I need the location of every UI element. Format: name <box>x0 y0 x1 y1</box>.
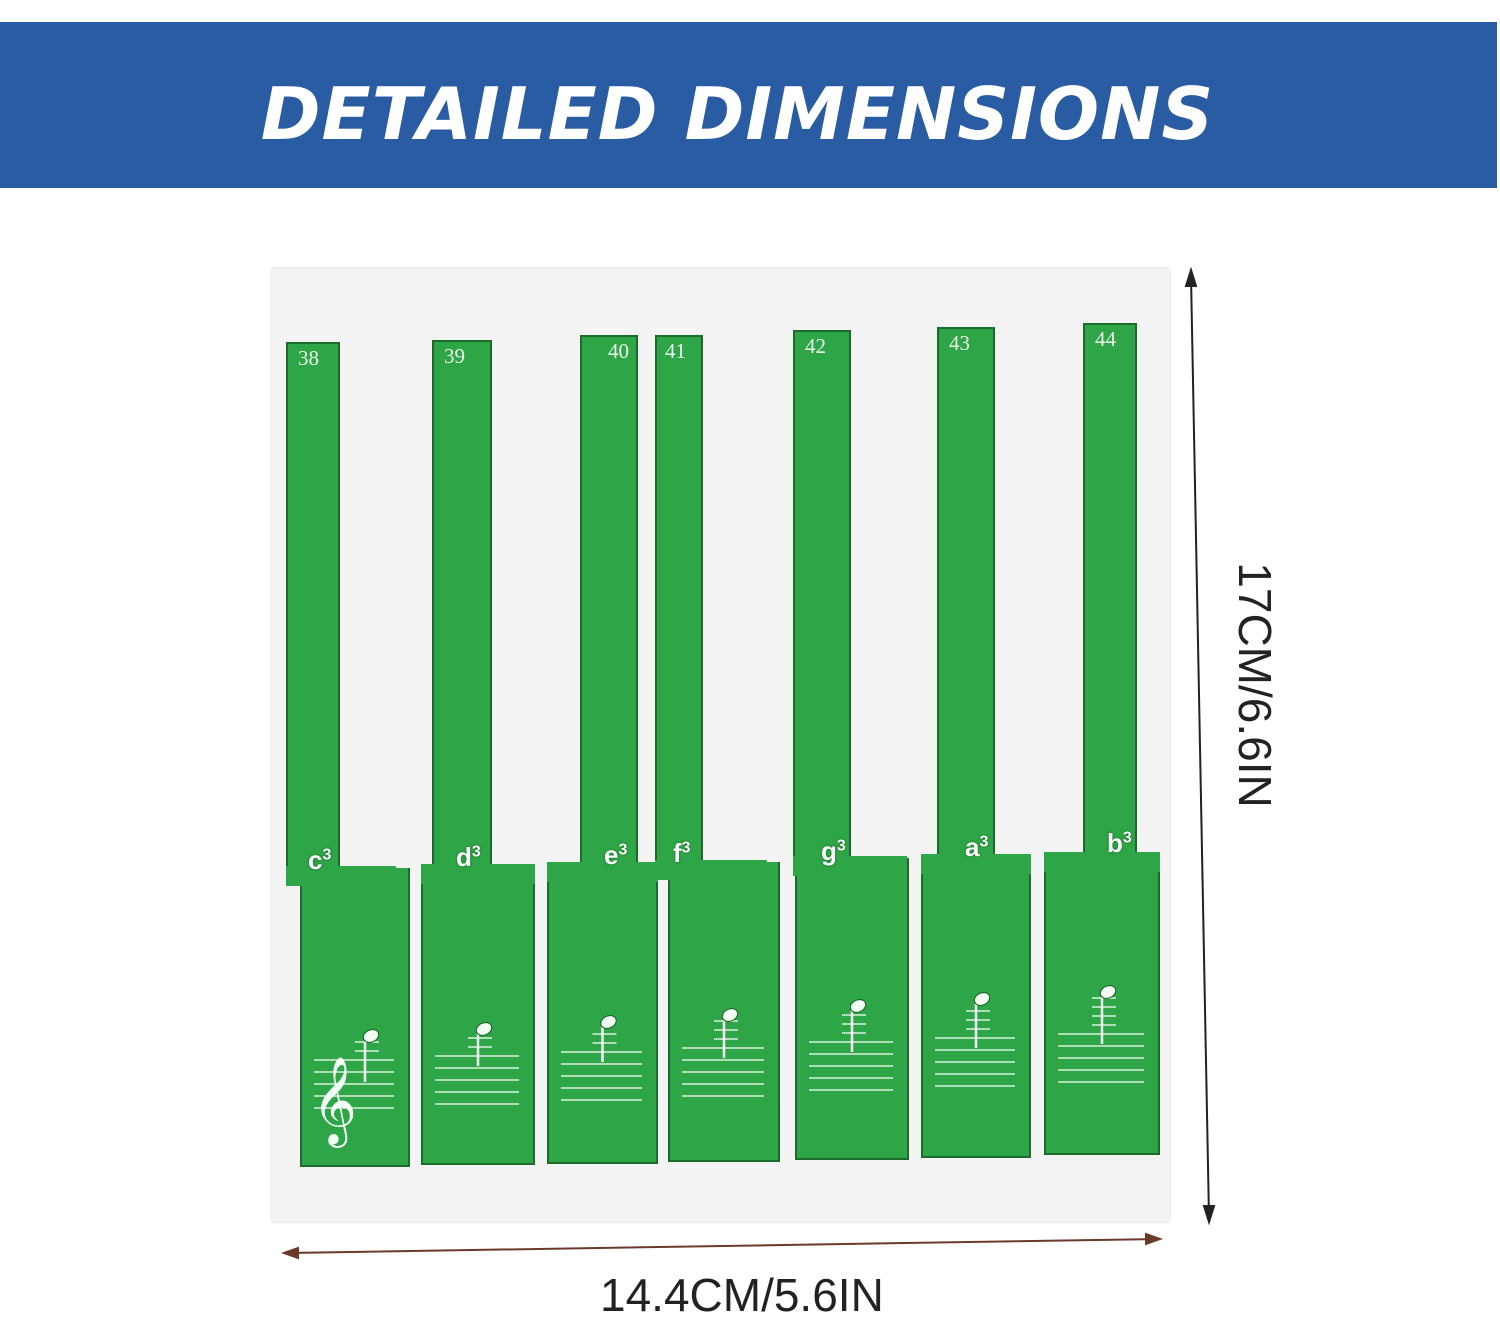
key-joint <box>421 864 535 884</box>
width-arrow <box>281 1232 1163 1260</box>
height-arrow <box>1184 266 1216 1226</box>
note-name: g3 <box>821 836 846 867</box>
key-lower-block <box>547 864 658 1164</box>
note-octave: 3 <box>618 841 628 859</box>
key-upper-strip <box>655 335 703 866</box>
note-octave: 3 <box>681 839 691 857</box>
note-name: c3 <box>308 845 331 876</box>
key-upper-strip <box>580 335 638 868</box>
note-octave: 3 <box>471 843 481 861</box>
key-number: 43 <box>949 331 970 355</box>
note-name: e3 <box>604 840 627 871</box>
key-upper-strip <box>937 327 995 860</box>
music-staff-icon <box>809 999 893 1091</box>
key-number: 40 <box>608 339 629 363</box>
height-label: 17CM/6.6IN <box>1229 562 1281 808</box>
treble-clef-icon: 𝄞 <box>312 1055 357 1148</box>
key-upper-strip <box>286 342 340 872</box>
note-letter: d <box>456 842 472 872</box>
note-letter: a <box>965 832 980 862</box>
note-name: a3 <box>965 832 988 863</box>
key-lower-block <box>300 868 410 1167</box>
music-staff-icon <box>561 1015 642 1101</box>
key-joint <box>793 856 907 876</box>
key-number: 42 <box>805 334 826 358</box>
music-staff-icon <box>435 1022 519 1105</box>
key-number: 44 <box>1095 327 1116 351</box>
key-number: 41 <box>665 339 686 363</box>
header-banner: DETAILED DIMENSIONS <box>0 22 1497 188</box>
key-upper-strip <box>432 340 492 870</box>
key-joint <box>547 862 658 882</box>
music-staff-icon: 𝄞 <box>312 1029 394 1148</box>
note-octave: 3 <box>979 833 989 851</box>
key-upper-strip <box>1083 323 1137 858</box>
note-name: d3 <box>456 842 481 873</box>
note-letter: g <box>821 836 837 866</box>
banner-title: DETAILED DIMENSIONS <box>260 72 1215 156</box>
note-letter: f <box>673 838 682 868</box>
width-label: 14.4CM/5.6IN <box>600 1269 884 1321</box>
note-octave: 3 <box>836 837 846 855</box>
note-letter: e <box>604 840 619 870</box>
key-joint <box>921 854 1031 874</box>
key-lower-block <box>421 866 535 1165</box>
music-staff-icon <box>935 992 1015 1087</box>
note-name: b3 <box>1107 828 1132 859</box>
key-joint <box>286 866 396 886</box>
key-joint <box>655 860 767 880</box>
music-staff-icon <box>1058 985 1144 1083</box>
note-octave: 3 <box>1122 829 1132 847</box>
note-letter: c <box>308 845 323 875</box>
note-letter: b <box>1107 828 1123 858</box>
key-joint <box>1044 852 1160 872</box>
note-octave: 3 <box>322 846 332 864</box>
music-staff-icon <box>682 1008 764 1097</box>
key-number: 38 <box>298 346 319 370</box>
key-upper-strip <box>793 330 851 862</box>
note-name: f3 <box>673 838 691 869</box>
key-number: 39 <box>444 344 465 368</box>
